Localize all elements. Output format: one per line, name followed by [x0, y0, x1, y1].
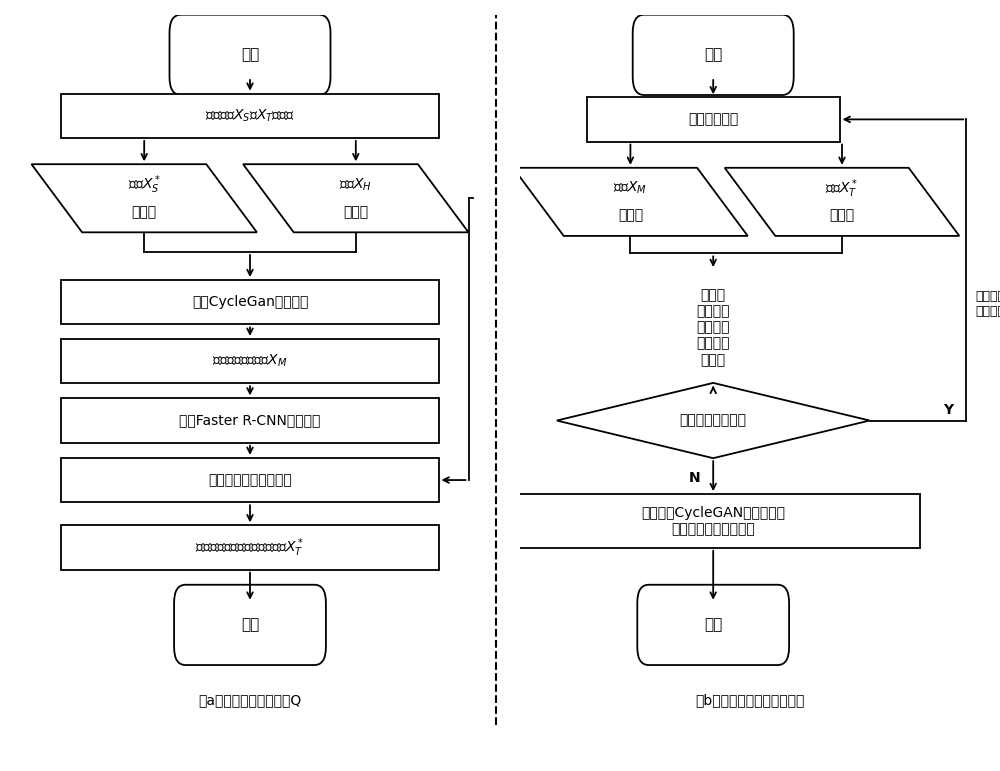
Text: 结束: 结束	[704, 618, 722, 632]
Bar	[61, 338, 439, 383]
FancyBboxPatch shape	[174, 584, 326, 665]
Text: 数据集: 数据集	[132, 205, 157, 219]
Text: 获取带伪标签的目标域数据集$\boldsymbol{X_T^*}$: 获取带伪标签的目标域数据集$\boldsymbol{X_T^*}$	[195, 536, 305, 559]
Text: N: N	[689, 471, 701, 485]
Text: 获取中间域数据集$\boldsymbol{X_M}$: 获取中间域数据集$\boldsymbol{X_M}$	[212, 353, 288, 369]
Polygon shape	[243, 164, 469, 232]
Text: 开始: 开始	[241, 47, 259, 62]
Text: 数据集: 数据集	[343, 205, 368, 219]
Text: （a）初步域自适应模型Q: （a）初步域自适应模型Q	[198, 693, 302, 707]
Bar	[61, 458, 439, 502]
Text: 输入训练数据: 输入训练数据	[688, 113, 738, 126]
Bar	[61, 399, 439, 443]
Text: 输入$\boldsymbol{X_M}$: 输入$\boldsymbol{X_M}$	[613, 180, 647, 197]
Text: 获取初步域自适应模型: 获取初步域自适应模型	[208, 473, 292, 487]
Text: 输入$\boldsymbol{X_T^*}$: 输入$\boldsymbol{X_T^*}$	[825, 177, 859, 200]
Bar	[587, 97, 840, 142]
Text: 输入$\boldsymbol{X_H}$: 输入$\boldsymbol{X_H}$	[339, 177, 372, 193]
Text: 得到基于CycleGAN与伪标签的
目标检测域自适应模型: 得到基于CycleGAN与伪标签的 目标检测域自适应模型	[641, 506, 785, 536]
Text: 训练数据$\boldsymbol{X_S}$和$\boldsymbol{X_T}$预处理: 训练数据$\boldsymbol{X_S}$和$\boldsymbol{X_T}…	[205, 108, 295, 124]
FancyBboxPatch shape	[637, 584, 789, 665]
FancyBboxPatch shape	[170, 15, 330, 95]
Text: 更新目标域
伪标签数据: 更新目标域 伪标签数据	[975, 290, 1000, 318]
Bar	[61, 525, 439, 570]
Polygon shape	[725, 168, 959, 236]
Text: 开始: 开始	[704, 47, 722, 62]
Text: 训练Faster R-CNN网络模型: 训练Faster R-CNN网络模型	[179, 413, 321, 428]
Text: 数据集: 数据集	[829, 208, 855, 223]
Text: 训练CycleGan网络模型: 训练CycleGan网络模型	[192, 295, 308, 309]
Text: Y: Y	[943, 402, 953, 417]
Bar	[61, 93, 439, 138]
Text: 数据集: 数据集	[618, 208, 643, 223]
Text: 设定阈
值，筛选
带伪标签
的目标域
数据集: 设定阈 值，筛选 带伪标签 的目标域 数据集	[696, 288, 730, 367]
Polygon shape	[32, 164, 257, 232]
Polygon shape	[557, 383, 870, 458]
Text: 是否迭代训练模型: 是否迭代训练模型	[680, 413, 747, 428]
Bar	[506, 494, 920, 548]
Text: 输入$\boldsymbol{X_S^*}$: 输入$\boldsymbol{X_S^*}$	[128, 173, 161, 196]
FancyBboxPatch shape	[633, 15, 794, 95]
Bar	[61, 280, 439, 325]
Text: 结束: 结束	[241, 618, 259, 632]
Text: （b）目标检测域自适应模型: （b）目标检测域自适应模型	[695, 693, 805, 707]
Polygon shape	[513, 168, 748, 236]
